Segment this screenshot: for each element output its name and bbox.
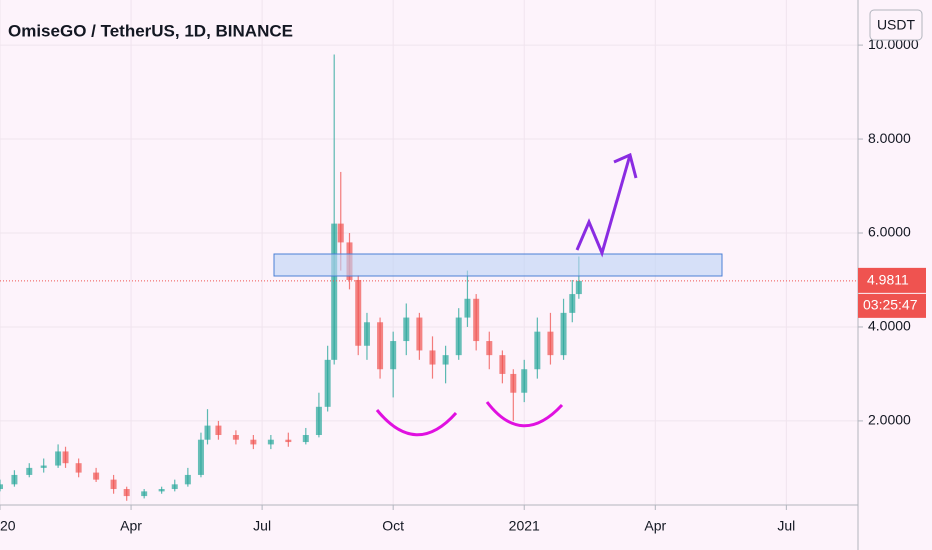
- last-price-box: [858, 267, 926, 293]
- left-shoulder-arc: [375, 409, 458, 437]
- candle-body: [337, 223, 344, 243]
- x-tick-label: Jul: [253, 518, 271, 534]
- candle-body: [464, 298, 471, 318]
- candle-body: [267, 439, 274, 445]
- candle-body: [55, 451, 62, 466]
- countdown-label: 03:25:47: [863, 297, 918, 313]
- price-labels: 4.9811 03:25:47: [858, 267, 926, 318]
- candle-body: [141, 491, 148, 497]
- candle-body: [250, 439, 257, 445]
- projection-arrow: [575, 154, 632, 258]
- candle-body: [123, 489, 130, 497]
- candle-body: [521, 369, 528, 393]
- x-tick-label: 2021: [509, 518, 540, 534]
- candle-body: [560, 312, 567, 356]
- candle-body: [473, 298, 480, 342]
- y-tick-label: 8.0000: [868, 130, 911, 146]
- grid: [0, 0, 858, 505]
- candle-body: [499, 355, 506, 374]
- candle-body: [455, 317, 462, 356]
- candle-body: [315, 406, 322, 436]
- candle-body: [403, 317, 410, 342]
- candle-body: [429, 350, 436, 365]
- candle-body: [569, 294, 576, 313]
- last-price-label: 4.9811: [867, 272, 909, 288]
- x-tick-label: Apr: [120, 518, 142, 534]
- candle-body: [324, 359, 331, 407]
- x-tick-label: Jul: [777, 518, 795, 534]
- candle-body: [232, 435, 239, 440]
- candle-body: [158, 489, 165, 492]
- candle-body: [534, 331, 541, 370]
- arrow-head: [613, 152, 638, 179]
- x-tick-label: 2020: [0, 518, 16, 534]
- chart-title: OmiseGO / TetherUS, 1D, BINANCE: [8, 21, 293, 40]
- candle-body: [363, 322, 370, 346]
- candle-body: [486, 341, 493, 356]
- currency-button-label[interactable]: USDT: [877, 17, 916, 33]
- candle-body: [215, 425, 222, 436]
- right-shoulder-arc: [485, 401, 564, 428]
- candle-body: [0, 484, 3, 490]
- candle-body: [510, 373, 517, 393]
- x-tick-label: Oct: [382, 518, 404, 534]
- y-tick-label: 2.0000: [868, 412, 911, 428]
- candle-body: [302, 435, 309, 443]
- countdown-box: [858, 293, 926, 318]
- candle-body: [575, 280, 582, 295]
- candle-body: [547, 331, 554, 356]
- candle-body: [26, 467, 33, 475]
- candle-body: [377, 322, 384, 370]
- y-tick-label: 6.0000: [868, 224, 911, 240]
- candle-body: [390, 341, 397, 370]
- candle-body: [40, 465, 47, 468]
- candle-body: [331, 223, 338, 360]
- candle-body: [75, 463, 82, 473]
- candle-body: [184, 474, 191, 485]
- resistance-zone: [273, 253, 723, 277]
- candle-body: [416, 317, 423, 351]
- candle-body: [171, 484, 178, 490]
- y-tick-label: 4.0000: [868, 318, 911, 334]
- candle-body: [197, 439, 204, 475]
- candle-body: [93, 472, 100, 480]
- candle-body: [442, 355, 449, 365]
- candle-body: [204, 425, 211, 440]
- candle-body: [62, 451, 69, 464]
- candle-body: [285, 439, 292, 443]
- candle-body: [110, 479, 117, 490]
- candle-body: [355, 279, 362, 346]
- x-tick-label: Apr: [644, 518, 666, 534]
- candle-body: [11, 474, 18, 485]
- currency-button[interactable]: [869, 9, 923, 41]
